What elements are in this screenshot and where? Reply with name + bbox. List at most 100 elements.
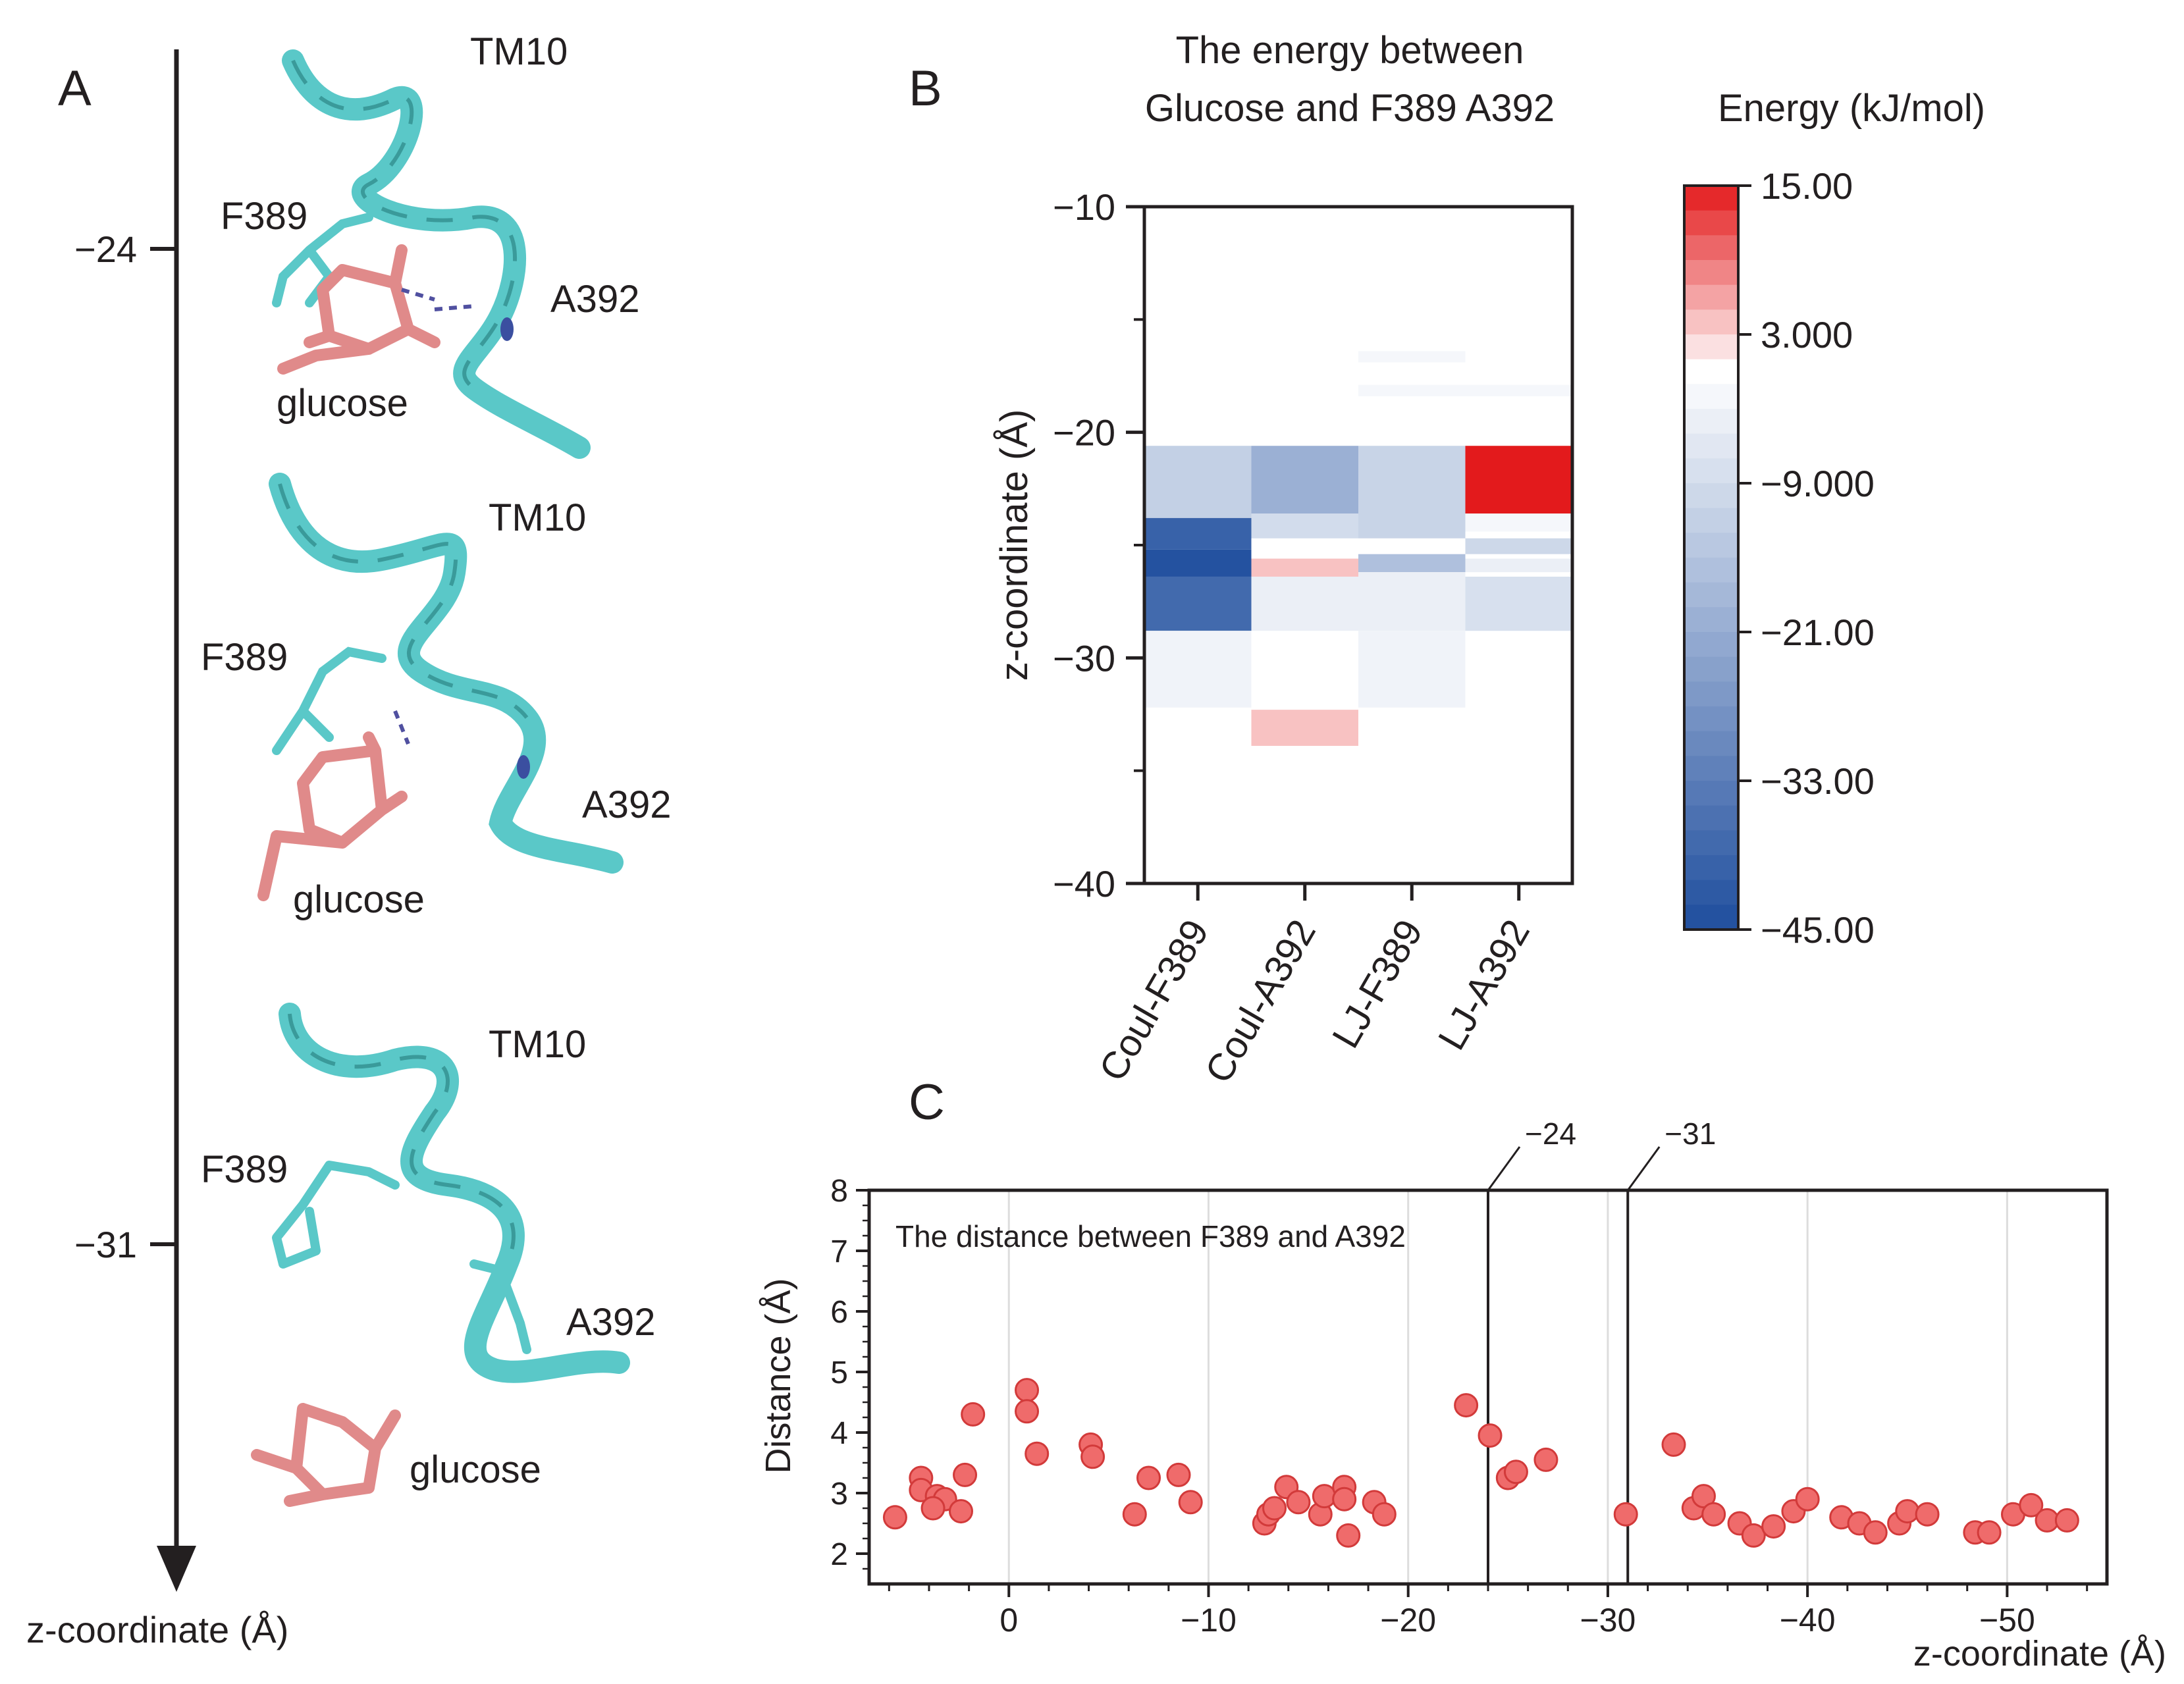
residue-a392-label-1: A392: [550, 278, 639, 321]
data-point: [1166, 1462, 1191, 1487]
f389-sidechain: [272, 1161, 400, 1269]
heatmap-cell: [1358, 384, 1466, 396]
data-point: [1454, 1393, 1479, 1418]
heatmap-title-line1: The energy between: [1176, 29, 1524, 72]
data-point: [1015, 1378, 1040, 1403]
helix-label-1: TM10: [470, 30, 568, 73]
panel-b: B The energy between Glucose and F389 A3…: [909, 29, 1985, 1090]
scatter-x-axis: 0 −10 −20 −30 −40 −50: [888, 1584, 2089, 1639]
colorbar-segment: [1684, 781, 1738, 806]
x-tick-label: Coul-A392: [1197, 912, 1324, 1090]
data-point: [1895, 1499, 1920, 1524]
colorbar-segment: [1684, 359, 1738, 384]
helix-label-3: TM10: [489, 1023, 586, 1066]
y-tick-label: 3: [830, 1477, 848, 1512]
heatmap-cell: [1465, 446, 1572, 514]
colorbar-segment: [1684, 558, 1738, 583]
data-point: [1977, 1520, 2002, 1545]
z-axis-label: z-coordinate (Å): [26, 1609, 288, 1650]
data-point: [1915, 1502, 1940, 1527]
heatmap-cell: [1358, 351, 1466, 363]
colorbar-segment: [1684, 284, 1738, 310]
data-point: [1015, 1399, 1040, 1424]
data-point: [1122, 1502, 1147, 1527]
colorbar-tick-label: −45.00: [1761, 909, 1875, 951]
colorbar-title: Energy (kJ/mol): [1718, 87, 1985, 130]
data-point: [1741, 1523, 1766, 1548]
helix-ribbon-edge: [291, 59, 518, 390]
data-point: [1761, 1514, 1786, 1539]
data-point: [1336, 1523, 1361, 1548]
colorbar-segment: [1684, 855, 1738, 881]
colorbar-segment: [1684, 458, 1738, 484]
structure-snapshot-1: TM10 F389 A392 glucose: [221, 30, 639, 459]
data-point: [1312, 1484, 1337, 1509]
x-tick-label: Coul-F389: [1091, 912, 1217, 1088]
colorbar-segment: [1684, 235, 1738, 261]
heatmap-cell: [1465, 538, 1572, 554]
helix-ribbon-edge: [288, 1013, 516, 1265]
scatter-y-axis: 2 3 4 5 6 7 8: [830, 1174, 869, 1572]
x-tick-label: −20: [1380, 1602, 1436, 1639]
helix-ribbon: [282, 49, 591, 459]
heatmap-cell: [1144, 576, 1252, 631]
colorbar-segment: [1684, 186, 1738, 211]
colorbar-segment: [1684, 731, 1738, 756]
heatmap-cell: [1251, 513, 1358, 539]
x-tick-label: −30: [1580, 1602, 1636, 1639]
residue-f389-label-3: F389: [201, 1148, 288, 1191]
reference-label: −24: [1525, 1117, 1576, 1151]
panel-a: A −24 −31 z-coordinate (Å) TM10 F389 A39…: [26, 30, 671, 1650]
structure-snapshot-3: TM10 F389 A392 glucose: [201, 1003, 655, 1507]
data-point: [1795, 1487, 1820, 1512]
x-tick-label: 0: [999, 1602, 1018, 1639]
hbond-dashes: [393, 710, 410, 745]
y-tick-label: −20: [1053, 412, 1115, 454]
data-point: [882, 1505, 907, 1530]
data-point: [1503, 1460, 1528, 1485]
scatter-vlines: −24 −31: [1487, 1117, 1716, 1584]
panel-c-letter: C: [909, 1074, 945, 1130]
data-point: [948, 1499, 973, 1524]
data-point: [1661, 1432, 1686, 1457]
colorbar-segment: [1684, 706, 1738, 732]
heatmap-y-axis: −10 −20 −30 −40: [1053, 186, 1144, 905]
residue-f389-label-1: F389: [221, 195, 307, 238]
heatmap-ylabel: z-coordinate (Å): [993, 409, 1036, 681]
heatmap-cell: [1358, 572, 1466, 631]
heatmap-cell: [1358, 631, 1466, 708]
reference-leader: [1627, 1146, 1661, 1191]
colorbar-segment: [1684, 309, 1738, 335]
data-point: [1262, 1496, 1287, 1521]
tick-label-minus31: −31: [74, 1224, 137, 1265]
colorbar-segment: [1684, 607, 1738, 633]
data-point: [961, 1402, 986, 1427]
colorbar-segment: [1684, 905, 1738, 930]
colorbar-segment: [1684, 880, 1738, 905]
data-point: [1332, 1487, 1357, 1512]
residue-a392-label-2: A392: [582, 783, 671, 826]
helix-ribbon-edge: [278, 483, 529, 719]
colorbar-segment: [1684, 260, 1738, 286]
hbond-dashes: [401, 288, 475, 311]
data-point: [1178, 1490, 1203, 1515]
y-tick-label: 7: [830, 1234, 848, 1269]
data-point: [2019, 1492, 2044, 1517]
y-tick-label: 6: [830, 1295, 848, 1330]
heatmap-cell: [1251, 710, 1358, 746]
heatmap-cell: [1251, 576, 1358, 631]
x-tick-label: −10: [1181, 1602, 1237, 1639]
ligand-label-1: glucose: [277, 382, 408, 425]
colorbar-segment: [1684, 334, 1738, 360]
tick-label-minus24: −24: [74, 228, 137, 270]
data-point: [920, 1496, 946, 1521]
structure-snapshot-2: TM10 F389 A392 glucose: [201, 473, 671, 921]
x-tick-label: LJ-F389: [1324, 912, 1431, 1055]
heatmap-cell: [1144, 549, 1252, 577]
heatmap-cell: [1144, 446, 1252, 518]
heatmap-cell: [1251, 446, 1358, 514]
panel-c: C −24 −31 0 −10 −20 −30 −40 −50 2 3 4 5 6 7 8 The di…: [759, 1074, 2166, 1673]
ligand-label-3: glucose: [410, 1448, 541, 1491]
data-point: [953, 1462, 978, 1487]
